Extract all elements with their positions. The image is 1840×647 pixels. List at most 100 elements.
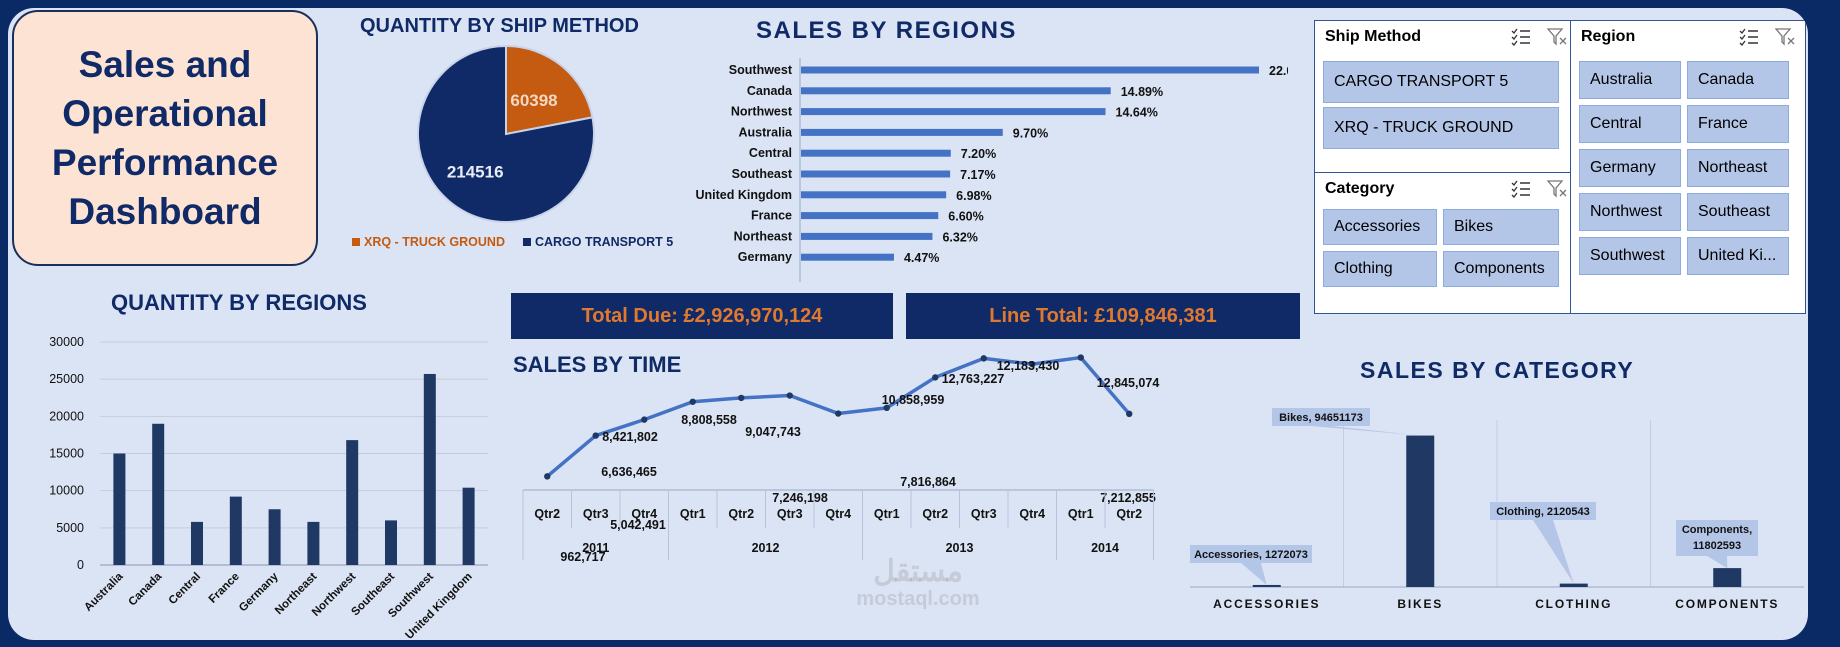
qty-xlabel: France [207, 571, 242, 606]
time-qtr-label: Qtr2 [534, 507, 560, 521]
total-due-kpi: Total Due: £2,926,970,124 [511, 293, 893, 339]
legend-label-1: CARGO TRANSPORT 5 [535, 235, 673, 249]
region-slicer-header: Region [1581, 28, 1636, 45]
regions-value: 7.17% [960, 168, 995, 182]
slicer-item-accessories[interactable]: Accessories [1323, 209, 1437, 245]
cat-callout-label: Components, [1682, 524, 1752, 536]
regions-value: 7.20% [961, 147, 996, 161]
regions-value: 4.47% [904, 251, 939, 265]
qty-bar [191, 521, 203, 565]
ship-method-slicer: Ship Method CARGO TRANSPORT 5 XRQ - TRUC… [1314, 20, 1578, 174]
regions-bar [801, 87, 1111, 95]
sales-category-chart: ACCESSORIES Accessories, 1272073 BIKES Bike… [1190, 408, 1804, 611]
slicer-item-united-kingdom[interactable]: United Ki... [1687, 237, 1789, 275]
time-year-label: 2013 [946, 541, 974, 555]
time-value-label: 8,421,802 [602, 430, 658, 444]
time-value-label: 7,816,864 [900, 475, 956, 489]
watermark-arabic: مستقل [873, 555, 963, 588]
time-value-label: 12,845,074 [1097, 376, 1160, 390]
qty-bar [462, 487, 475, 565]
time-point [641, 416, 648, 423]
time-value-label: 10,858,959 [882, 393, 945, 407]
qty-ytick: 0 [77, 558, 84, 572]
time-point [1029, 360, 1036, 368]
regions-bar [801, 149, 951, 157]
regions-bar [801, 253, 894, 261]
time-point [1077, 354, 1084, 361]
time-qtr-label: Qtr3 [583, 507, 609, 521]
qty-bar [229, 496, 242, 565]
time-point [980, 355, 987, 362]
cat-callout-box [1190, 545, 1312, 563]
slicer-item-components[interactable]: Components [1443, 251, 1559, 287]
regions-label: Northwest [731, 105, 793, 119]
pie-label-0: 60398 [510, 91, 557, 110]
qty-bar [346, 440, 359, 565]
pie-slice-1 [417, 44, 595, 223]
time-qtr-label: Qtr2 [1116, 507, 1142, 521]
slicer-item-clothing[interactable]: Clothing [1323, 251, 1437, 287]
dashboard-title: Sales and Operational Performance Dashbo… [51, 44, 279, 232]
time-qtr-label: Qtr3 [777, 507, 803, 521]
category-slicer: Category Accessories Bikes Clothing Comp… [1314, 172, 1578, 314]
slicer-item-central[interactable]: Central [1579, 105, 1681, 143]
slicer-item-southwest[interactable]: Southwest [1579, 237, 1681, 275]
multi-select-icon[interactable] [1739, 28, 1759, 46]
regions-label: Canada [747, 84, 793, 98]
ship-chart-title: QUANTITY BY SHIP METHOD [360, 15, 639, 37]
regions-label: Southwest [729, 63, 793, 77]
cat-callout-pointer [1311, 426, 1421, 436]
time-value-label: 5,042,491 [610, 518, 666, 532]
time-qtr-label: Qtr4 [631, 507, 657, 521]
cat-callout-label: Bikes, 94651173 [1279, 412, 1363, 424]
slicer-item-northeast[interactable]: Northeast [1687, 149, 1789, 187]
time-value-label: 6,636,465 [601, 465, 657, 479]
slicer-item-germany[interactable]: Germany [1579, 149, 1681, 187]
qty-ytick: 25000 [49, 372, 84, 386]
multi-select-icon[interactable] [1511, 28, 1531, 46]
time-point [1126, 410, 1133, 418]
category-slicer-header: Category [1325, 180, 1395, 197]
time-year-label: 2014 [1091, 541, 1119, 555]
regions-chart-title: SALES BY REGIONS [756, 17, 1017, 44]
slicer-item-southeast[interactable]: Southeast [1687, 193, 1789, 231]
time-point [835, 410, 842, 417]
slicer-item-cargo-transport[interactable]: CARGO TRANSPORT 5 [1323, 61, 1559, 103]
clear-filter-icon[interactable] [1547, 180, 1567, 198]
clear-filter-icon[interactable] [1775, 28, 1795, 46]
cat-xlabel: ACCESSORIES [1213, 597, 1320, 611]
clear-filter-icon[interactable] [1547, 28, 1567, 46]
slicer-item-northwest[interactable]: Northwest [1579, 193, 1681, 231]
slicer-item-france[interactable]: France [1687, 105, 1789, 143]
slicer-item-xrq-truck[interactable]: XRQ - TRUCK GROUND [1323, 107, 1559, 149]
slicer-item-bikes[interactable]: Bikes [1443, 209, 1559, 245]
time-chart-title: SALES BY TIME [513, 352, 682, 377]
dashboard-frame: Sales and Operational Performance Dashbo… [8, 8, 1808, 640]
multi-select-icon[interactable] [1511, 180, 1531, 198]
qty-ytick: 15000 [49, 447, 84, 461]
time-value-label: 7,212,855 [1100, 491, 1156, 505]
pie-label-1: 214516 [447, 162, 504, 181]
sales-regions-chart: Southwest 22.02% Canada 14.89% Northwest 14.6… [695, 58, 1288, 282]
slicer-item-australia[interactable]: Australia [1579, 61, 1681, 99]
time-value-label: 7,246,198 [772, 491, 828, 505]
qty-xlabel: Canada [126, 570, 164, 608]
time-point [689, 398, 696, 405]
qty-ytick: 10000 [49, 484, 84, 498]
regions-bar [801, 191, 947, 199]
time-value-label: 12,183,430 [997, 359, 1060, 373]
qty-ytick: 5000 [56, 521, 84, 535]
qty-bar [385, 520, 397, 565]
watermark-latin: mostaql.com [856, 588, 980, 610]
regions-label: Central [749, 146, 792, 160]
time-qtr-label: Qtr3 [971, 507, 997, 521]
regions-label: Southeast [732, 167, 793, 181]
time-value-label: 962,717 [560, 550, 605, 564]
region-slicer: Region Australia Canada Central France G… [1570, 20, 1806, 314]
time-qtr-label: Qtr1 [874, 507, 900, 521]
regions-label: Australia [739, 125, 794, 139]
cat-callout-pointer [1533, 520, 1574, 584]
time-qtr-label: Qtr1 [680, 507, 706, 521]
slicer-item-canada[interactable]: Canada [1687, 61, 1789, 99]
ship-method-slicer-header: Ship Method [1325, 28, 1421, 45]
